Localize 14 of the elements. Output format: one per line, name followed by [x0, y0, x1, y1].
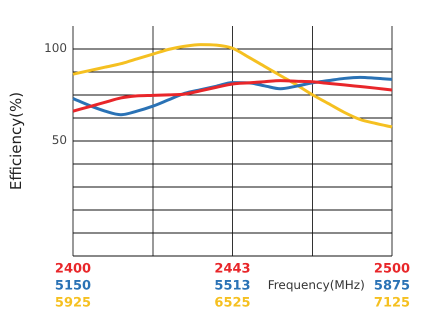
text: 5925 [54, 295, 92, 310]
x-axis-title: Frequency(MHz) [268, 278, 365, 292]
y-tick-label: 50 [52, 133, 67, 148]
text: 5875 [374, 278, 410, 294]
text: 5150 [54, 278, 92, 294]
y-tick-label: 100 [44, 41, 67, 56]
text: 2400 [54, 261, 92, 276]
line-series [72, 43, 394, 129]
text: 6525 [214, 295, 251, 310]
text: 7125 [374, 295, 410, 310]
text: 5513 [214, 278, 251, 294]
text: 2443 [214, 261, 251, 276]
y-axis-title: Efficiency(%) [6, 92, 25, 190]
text: 2500 [374, 261, 410, 276]
